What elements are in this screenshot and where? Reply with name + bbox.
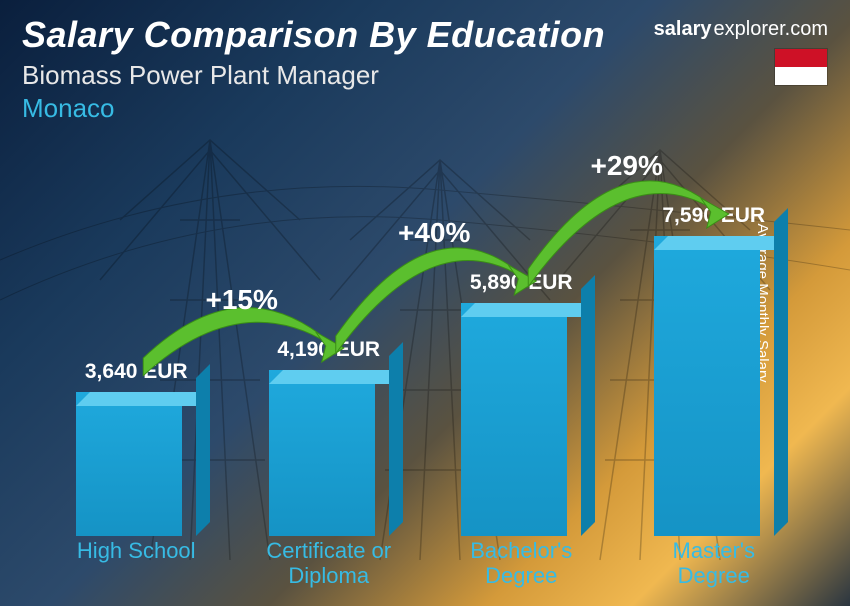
bar-top-face: [461, 303, 595, 317]
brand-bold: salary: [654, 18, 712, 41]
bar-group: 7,590 EUR: [634, 204, 794, 536]
subtitle: Biomass Power Plant Manager: [22, 60, 828, 91]
salary-chart: 3,640 EUR 4,190 EUR 5,890 EUR 7,590 EUR Hig…: [40, 128, 810, 588]
bar-top-face: [76, 392, 210, 406]
bar-top-face: [654, 236, 788, 250]
bar-side-face: [389, 342, 403, 536]
category-label: High School: [56, 538, 216, 588]
bar-side-face: [196, 364, 210, 536]
bar-3d: [269, 370, 389, 536]
brand: salaryexplorer.com: [654, 18, 828, 41]
flag-bottom: [775, 67, 827, 85]
category-label: Certificate orDiploma: [249, 538, 409, 588]
category-label: Master'sDegree: [634, 538, 794, 588]
bar-3d: [654, 236, 774, 536]
bar-group: 4,190 EUR: [249, 338, 409, 536]
bar-front-face: [461, 303, 567, 536]
bar-value: 5,890 EUR: [470, 271, 573, 295]
brand-light: explorer.com: [714, 18, 829, 41]
location: Monaco: [22, 93, 828, 124]
bar-group: 3,640 EUR: [56, 360, 216, 536]
flag-top: [775, 49, 827, 67]
bar-side-face: [774, 208, 788, 536]
bar-front-face: [76, 392, 182, 536]
bar-value: 3,640 EUR: [85, 360, 188, 384]
bar-value: 4,190 EUR: [277, 338, 380, 362]
bar-3d: [461, 303, 581, 536]
flag-monaco: [774, 48, 828, 86]
bar-value: 7,590 EUR: [662, 204, 765, 228]
bar-front-face: [654, 236, 760, 536]
bar-top-face: [269, 370, 403, 384]
bar-front-face: [269, 370, 375, 536]
bar-side-face: [581, 275, 595, 536]
category-labels: High School Certificate orDiploma Bachelor…: [40, 538, 810, 588]
bar-3d: [76, 392, 196, 536]
category-label: Bachelor'sDegree: [441, 538, 601, 588]
bars-container: 3,640 EUR 4,190 EUR 5,890 EUR 7,590 EUR: [40, 156, 810, 536]
bar-group: 5,890 EUR: [441, 271, 601, 536]
